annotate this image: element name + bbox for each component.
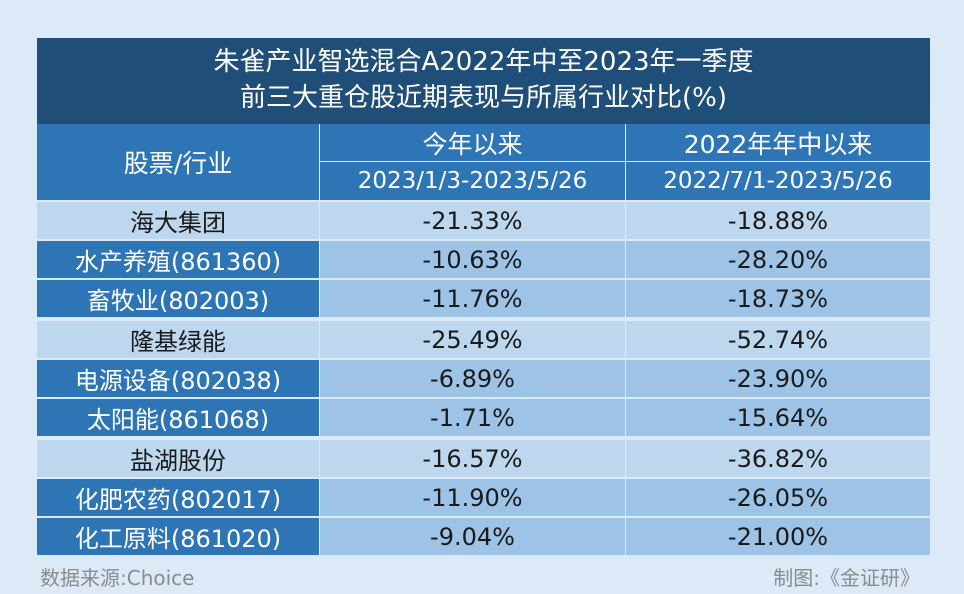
row-name: 盐湖股份	[37, 440, 319, 477]
row-since-mid-2022-value: -21.00%	[626, 518, 930, 555]
row-ytd-value: -25.49%	[320, 321, 625, 358]
table-row: 海大集团 -21.33% -18.88%	[37, 202, 930, 239]
table-row: 化工原料(861020) -9.04% -21.00%	[37, 518, 930, 555]
title-line-2: 前三大重仓股近期表现与所属行业对比(%)	[240, 83, 727, 113]
row-since-mid-2022-value: -15.64%	[626, 399, 930, 436]
row-ytd-value: -9.04%	[320, 518, 625, 555]
table-title: 朱雀产业智选混合A2022年中至2023年一季度 前三大重仓股近期表现与所属行业…	[37, 38, 930, 124]
header-ytd-range: 2023/1/3-2023/5/26	[320, 162, 625, 200]
header-ytd: 今年以来	[320, 124, 625, 161]
row-ytd-value: -10.63%	[320, 241, 625, 278]
row-name: 畜牧业(802003)	[37, 280, 319, 317]
row-since-mid-2022-value: -23.90%	[626, 360, 930, 397]
table-body: 海大集团 -21.33% -18.88% 水产养殖(861360) -10.63…	[37, 202, 930, 557]
row-ytd-value: -16.57%	[320, 440, 625, 477]
header-since-mid-2022: 2022年年中以来	[626, 124, 930, 161]
table-row: 电源设备(802038) -6.89% -23.90%	[37, 360, 930, 397]
row-name: 电源设备(802038)	[37, 360, 319, 397]
table-row: 畜牧业(802003) -11.76% -18.73%	[37, 280, 930, 317]
row-name: 水产养殖(861360)	[37, 241, 319, 278]
header-since-mid-2022-range: 2022/7/1-2023/5/26	[626, 162, 930, 200]
table-row: 盐湖股份 -16.57% -36.82%	[37, 440, 930, 477]
row-ytd-value: -21.33%	[320, 202, 625, 239]
row-name: 化工原料(861020)	[37, 518, 319, 555]
data-source-note: 数据来源:Choice	[40, 566, 195, 590]
table-row: 隆基绿能 -25.49% -52.74%	[37, 321, 930, 358]
table-header: 股票/行业 今年以来 2022年年中以来 2023/1/3-2023/5/26 …	[37, 124, 930, 200]
row-name: 化肥农药(802017)	[37, 479, 319, 516]
chart-credit: 制图:《金证研》	[773, 566, 920, 590]
table-row: 化肥农药(802017) -11.90% -26.05%	[37, 479, 930, 516]
row-name: 隆基绿能	[37, 321, 319, 358]
row-name: 太阳能(861068)	[37, 399, 319, 436]
row-since-mid-2022-value: -28.20%	[626, 241, 930, 278]
row-since-mid-2022-value: -18.73%	[626, 280, 930, 317]
row-ytd-value: -11.76%	[320, 280, 625, 317]
row-since-mid-2022-value: -18.88%	[626, 202, 930, 239]
row-ytd-value: -11.90%	[320, 479, 625, 516]
title-line-1: 朱雀产业智选混合A2022年中至2023年一季度	[213, 47, 754, 77]
row-name: 海大集团	[37, 202, 319, 239]
table-row: 水产养殖(861360) -10.63% -28.20%	[37, 241, 930, 278]
table-row: 太阳能(861068) -1.71% -15.64%	[37, 399, 930, 436]
row-ytd-value: -1.71%	[320, 399, 625, 436]
row-since-mid-2022-value: -52.74%	[626, 321, 930, 358]
row-ytd-value: -6.89%	[320, 360, 625, 397]
row-since-mid-2022-value: -36.82%	[626, 440, 930, 477]
row-since-mid-2022-value: -26.05%	[626, 479, 930, 516]
header-stock-industry: 股票/行业	[37, 124, 319, 200]
